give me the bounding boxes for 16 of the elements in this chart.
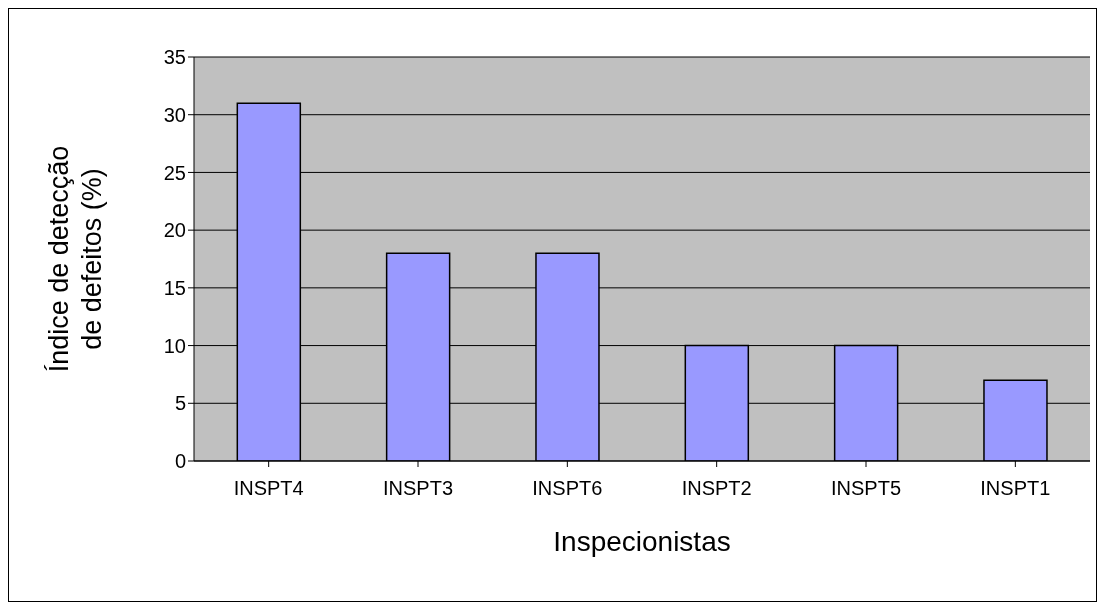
x-tick-label: INSPT5: [830, 477, 902, 500]
y-axis-title: Índice de detecção de defeitos (%): [44, 145, 107, 373]
x-tick-label: INSPT6: [532, 477, 603, 500]
y-tick-label: 35: [163, 46, 186, 69]
y-tick-label: 25: [163, 161, 186, 184]
x-tick-label: INSPT3: [382, 477, 454, 500]
y-tick-label: 15: [163, 276, 186, 299]
y-tick-label: 5: [174, 392, 186, 415]
y-tick-label: 30: [163, 103, 186, 126]
y-tick-label: 10: [163, 334, 186, 357]
x-tick-label: INSPT4: [233, 477, 304, 500]
y-tick-label: 20: [163, 219, 186, 242]
x-tick-label: INSPT1: [980, 477, 1051, 500]
y-tick-label: 0: [174, 450, 186, 473]
x-tick-label: INSPT2: [681, 477, 752, 500]
x-axis-title: Inspecionistas: [553, 526, 731, 557]
